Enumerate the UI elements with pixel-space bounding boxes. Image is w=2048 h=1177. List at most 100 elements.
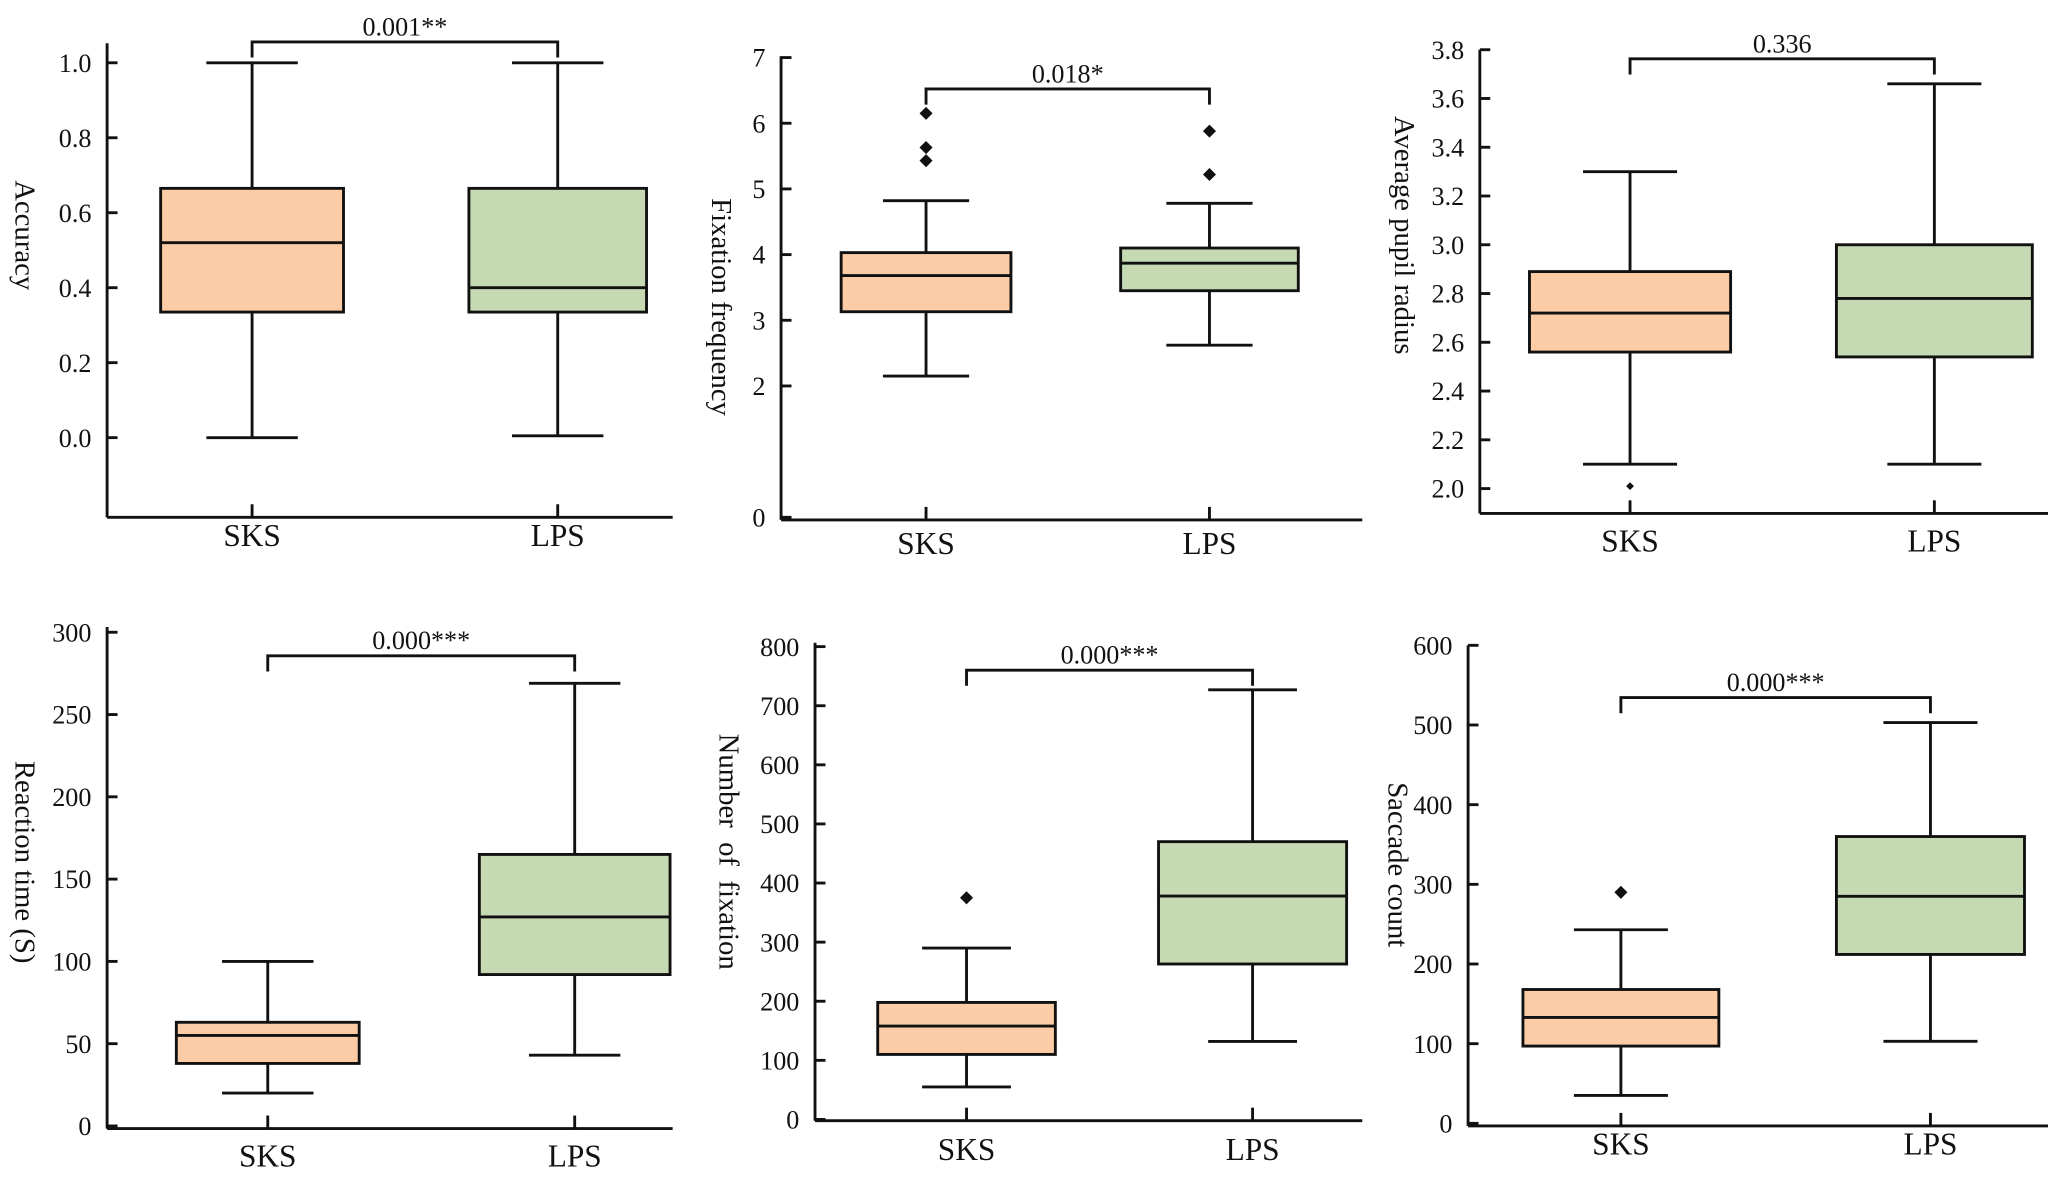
significance-bracket [965,668,1255,686]
box-lps [1834,243,2034,359]
y-tick-label: 100 [52,948,91,977]
box-lps [1157,840,1349,966]
significance-label: 0.018* [1032,59,1104,88]
y-axis-label: Accuracy [9,180,41,291]
y-tick-label: 2.4 [1432,377,1465,406]
outlier-point [1202,124,1216,138]
y-tick-label: 200 [760,987,799,1016]
y-tick-label: 0 [1439,1109,1452,1138]
outlier-point [960,891,974,905]
x-tick-label: SKS [1592,1127,1649,1162]
y-axis-label: Number of fixation [713,734,745,970]
y-axis-label: Reaction time (S) [9,761,41,964]
x-tick-label: LPS [1226,1132,1280,1167]
y-tick-label: 5 [752,175,765,204]
y-tick-label: 200 [52,783,91,812]
x-tick-label: SKS [1601,523,1658,558]
y-tick-label: 2 [752,372,765,401]
y-tick-label: 3.0 [1432,231,1465,260]
y-tick-label: 0.6 [59,199,92,228]
outlier-point [1614,885,1628,899]
box-lps [477,852,672,977]
y-tick-label: 4 [752,241,765,270]
y-tick-label: 700 [760,692,799,721]
panel-6: 0 100 200 300 400 500 600 Saccade count SKS LPS 0.… [1381,631,2048,1162]
x-tick-label: LPS [1907,523,1961,558]
y-tick-label: 6 [752,109,765,138]
y-axis-label: Fixation frequency [705,198,737,416]
y-tick-label: 0 [78,1112,91,1141]
significance-bracket [1619,696,1932,714]
x-tick-label: SKS [938,1132,995,1167]
y-axis-label: Average pupil radius [1388,116,1420,355]
box-lps [467,186,648,314]
box-sks [876,1000,1057,1056]
significance-bracket [266,654,577,672]
panel-5: 0 100 200 300 400 500 600 700 800 Number of fixat… [713,633,1363,1167]
box-sks [174,1020,361,1065]
panel-1: 0.0 0.2 0.4 0.6 0.8 1.0 Accuracy SKS LPS 0.001** [9,12,673,553]
x-tick-label: SKS [223,518,280,553]
y-tick-label: 0.2 [59,349,92,378]
y-tick-label: 300 [760,928,799,957]
significance-label: 0.000*** [1727,668,1825,697]
y-tick-label: 3.4 [1432,133,1465,162]
panel-2: 0 2 3 4 5 6 7 Fixation frequency SKS LPS 0.018* [705,44,1363,561]
x-tick-label: LPS [1182,526,1236,561]
y-tick-label: 0 [752,503,765,532]
y-tick-label: 7 [752,44,765,73]
y-tick-label: 2.0 [1432,475,1465,504]
box-sks [159,186,345,314]
x-tick-label: LPS [1903,1127,1957,1162]
x-tick-label: SKS [897,526,954,561]
y-tick-label: 1.0 [59,49,92,78]
y-tick-label: 3 [752,306,765,335]
y-tick-label: 250 [52,701,91,730]
y-tick-label: 3.2 [1432,182,1465,211]
outlier-point [919,141,933,155]
significance-label: 0.000*** [372,626,470,655]
y-tick-label: 500 [1413,711,1452,740]
significance-bracket [250,40,560,58]
y-tick-label: 2.6 [1432,328,1465,357]
y-tick-label: 2.2 [1432,426,1465,455]
box-lps [1119,246,1300,293]
x-tick-label: LPS [548,1138,602,1173]
y-tick-label: 100 [760,1046,799,1075]
significance-bracket [924,87,1211,105]
y-tick-label: 800 [760,633,799,662]
y-tick-label: 2.8 [1432,280,1465,309]
x-tick-label: SKS [239,1138,296,1173]
x-tick-label: LPS [531,518,585,553]
y-tick-label: 3.8 [1432,36,1465,65]
y-tick-label: 100 [1413,1030,1452,1059]
significance-bracket [1628,57,1936,75]
y-tick-label: 300 [52,618,91,647]
outlier-point [1202,167,1216,182]
y-tick-label: 400 [1413,791,1452,820]
outlier-point [1626,482,1634,491]
y-axis-label: Saccade count [1381,782,1413,947]
significance-label: 0.000*** [1061,641,1159,670]
significance-label: 0.336 [1753,29,1812,58]
box-sks [839,251,1013,314]
panel-3: 2.0 2.2 2.4 2.6 2.8 3.0 3.2 3.4 3.6 3.8 Average pu… [1388,29,2048,558]
y-tick-label: 300 [1413,870,1452,899]
y-tick-label: 400 [760,869,799,898]
y-tick-label: 600 [1413,631,1452,660]
y-tick-label: 150 [52,865,91,894]
y-tick-label: 0.0 [59,424,92,453]
y-tick-label: 500 [760,810,799,839]
outlier-point [919,106,933,120]
y-tick-label: 0.4 [59,274,92,303]
y-tick-label: 0.8 [59,124,92,153]
significance-label: 0.001** [362,12,447,41]
y-tick-label: 200 [1413,950,1452,979]
outlier-point [919,154,933,168]
y-tick-label: 600 [760,751,799,780]
y-tick-label: 50 [65,1030,91,1059]
panel-4: 0 50 100 150 200 250 300 Reaction time (S) SKS LP… [9,618,673,1173]
y-tick-label: 0 [786,1106,799,1135]
y-tick-label: 3.6 [1432,85,1465,114]
